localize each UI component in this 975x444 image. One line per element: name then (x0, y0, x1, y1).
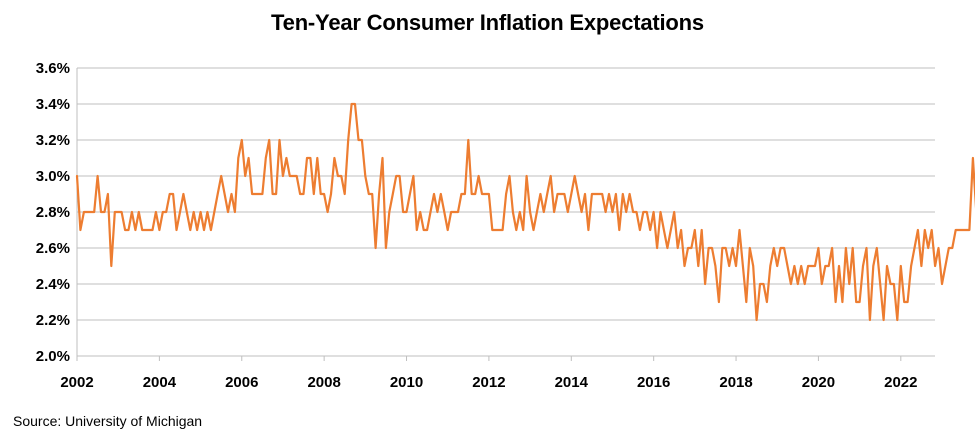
x-tick-label: 2016 (637, 374, 670, 391)
series-group (75, 102, 975, 322)
x-tick-label: 2020 (802, 374, 835, 391)
x-tick-label: 2014 (555, 374, 589, 391)
x-axis-tick-labels: 2002 2004 2006 2008 2010 2012 2014 2016 2018 2020… (60, 374, 917, 391)
y-tick-label: 2.4% (36, 276, 70, 293)
x-tick-label: 2008 (307, 374, 340, 391)
y-tick-label: 3.0% (36, 168, 70, 185)
x-tick-label: 2022 (884, 374, 917, 391)
y-tick-label: 3.4% (36, 96, 70, 113)
x-tick-label: 2010 (390, 374, 423, 391)
axes (76, 68, 935, 361)
gridlines (77, 67, 935, 321)
y-tick-label: 2.2% (36, 312, 70, 329)
x-tick-label: 2002 (60, 374, 93, 391)
y-tick-label: 3.6% (36, 60, 70, 77)
y-tick-label: 2.0% (36, 348, 70, 365)
y-tick-label: 2.8% (36, 204, 70, 221)
series-line (75, 102, 975, 322)
x-tick-label: 2004 (143, 374, 177, 391)
y-tick-label: 3.2% (36, 132, 70, 149)
y-tick-label: 2.6% (36, 240, 70, 257)
y-axis-tick-labels: 2.0% 2.2% 2.4% 2.6% 2.8% 3.0% 3.2% 3.4% 3.6% (36, 60, 70, 365)
source-note: Source: University of Michigan (13, 413, 203, 429)
x-tick-label: 2012 (472, 374, 505, 391)
chart-title: Ten-Year Consumer Inflation Expectations (271, 10, 704, 35)
x-tick-label: 2006 (225, 374, 258, 391)
x-tick-label: 2018 (719, 374, 752, 391)
